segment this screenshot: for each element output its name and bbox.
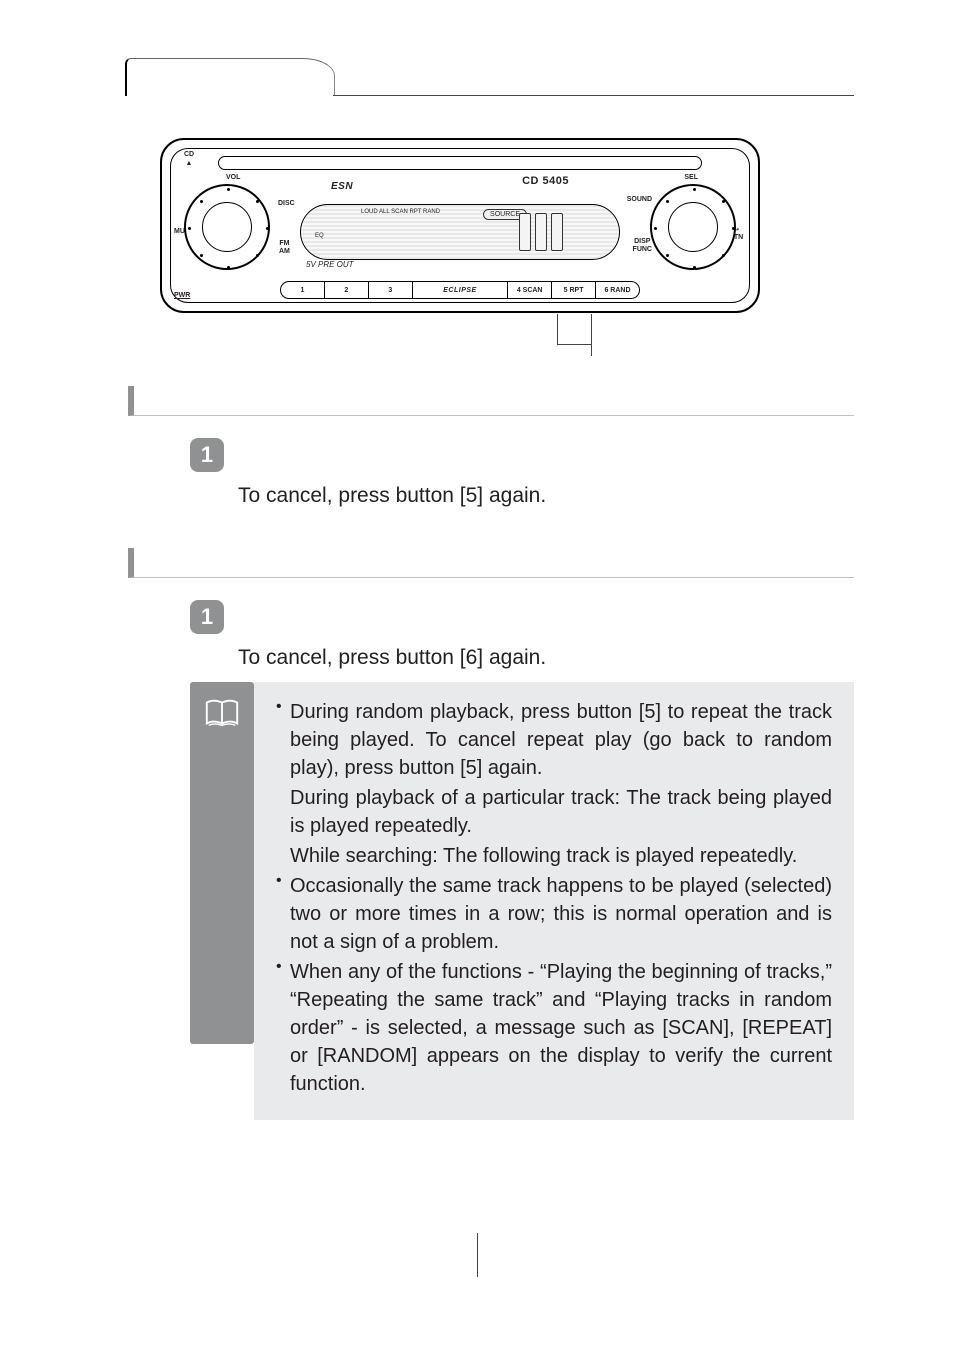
header-line (333, 95, 854, 96)
radio-label-vol: VOL (226, 174, 240, 181)
book-icon (203, 696, 241, 730)
step-number: 1 (201, 604, 213, 630)
note-subline: While searching: The following track is … (276, 842, 832, 870)
radio-label-cd: CD▲ (182, 150, 196, 168)
header-tab (125, 58, 335, 96)
radio-btn-5: 5 RPT (551, 281, 595, 299)
section2-text: To cancel, press button [6] again. (238, 644, 546, 672)
radio-label-disc: DISC (278, 200, 295, 207)
note-bullet: Occasionally the same track happens to b… (290, 872, 832, 956)
radio-btn-4: 4 SCAN (507, 281, 551, 299)
callout-line (557, 314, 558, 344)
radio-label-pwr: PWR (174, 292, 190, 299)
radio-button-row: 1 2 3 ECLIPSE 4 SCAN 5 RPT 6 RAND (280, 281, 640, 299)
radio-model: CD 5405 (522, 175, 569, 187)
radio-dial-right (650, 184, 736, 270)
step-number: 1 (201, 442, 213, 468)
section-bar (128, 548, 854, 578)
radio-illustration: CD▲ VOL SEL MUTE PWR ↩RTN DISC FMAM SOUN… (160, 138, 760, 313)
radio-lcd-seg (519, 213, 577, 251)
radio-btn-eclipse: ECLIPSE (412, 281, 507, 299)
footer-divider (477, 1233, 478, 1277)
note-bullet: During random playback, press button [5]… (290, 698, 832, 782)
radio-lcd-top: LOUD ALL SCAN RPT RAND (361, 209, 440, 215)
radio-label-disp: DISPFUNC (633, 238, 652, 254)
radio-dial-left (184, 184, 270, 270)
note-bullet: When any of the functions - “Playing the… (290, 958, 832, 1098)
radio-btn-2: 2 (324, 281, 368, 299)
section1-text: To cancel, press button [5] again. (238, 482, 546, 510)
section-bar (128, 386, 854, 416)
step-bullet: 1 (190, 438, 224, 472)
callout-line (557, 344, 591, 345)
note-area: •During random playback, press button [5… (254, 682, 854, 1120)
radio-label-sound: SOUND (627, 196, 652, 203)
radio-lcd-eq: EQ (315, 233, 324, 239)
radio-label-preout: 5V PRE OUT (306, 260, 354, 269)
radio-label-fmam: FMAM (279, 240, 290, 256)
radio-lcd: ESN CD 5405 LOUD ALL SCAN RPT RAND EQ SO… (300, 204, 620, 260)
radio-label-sel: SEL (684, 174, 698, 181)
radio-btn-3: 3 (368, 281, 412, 299)
note-strip (190, 682, 254, 1044)
radio-btn-6: 6 RAND (595, 281, 640, 299)
callout-line (591, 314, 592, 356)
radio-brand: ESN (331, 181, 353, 192)
note-subline: During playback of a particular track: T… (276, 784, 832, 840)
step-bullet: 1 (190, 600, 224, 634)
radio-btn-1: 1 (280, 281, 324, 299)
